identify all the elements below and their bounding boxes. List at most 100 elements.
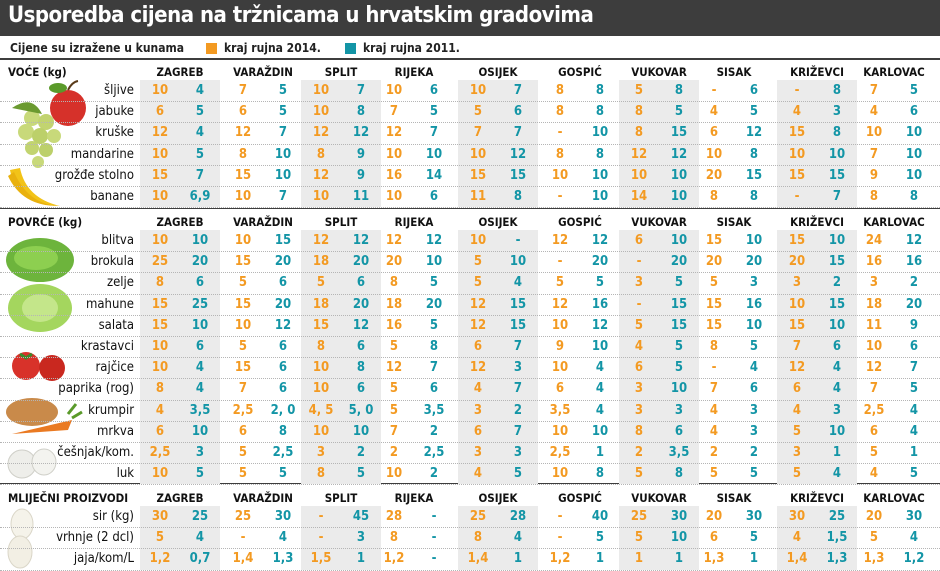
- value-2011: 8: [513, 189, 523, 204]
- city-header: OSIJEK: [478, 65, 518, 79]
- value-2011: 10: [670, 233, 688, 248]
- value-2014: 15: [151, 317, 169, 333]
- value-2014: 3: [634, 381, 644, 397]
- table-row: [0, 165, 940, 187]
- value-2011: 5: [278, 466, 288, 482]
- city-header: VARAŽDIN: [233, 215, 293, 229]
- value-2014: 20: [705, 509, 723, 524]
- value-2011: 6: [195, 339, 205, 354]
- value-2011: 10: [591, 125, 609, 141]
- value-2014: 5: [634, 83, 644, 98]
- value-2011: 3: [749, 423, 759, 439]
- value-2014: 3: [473, 402, 483, 418]
- value-2014: -: [318, 509, 324, 524]
- value-2014: 2,5: [149, 445, 171, 460]
- value-2014: 15: [151, 167, 169, 183]
- column-band: [140, 506, 220, 570]
- row-label: mrkva: [96, 423, 134, 439]
- value-2011: 5: [674, 104, 684, 120]
- value-2014: 7: [473, 125, 483, 141]
- value-2011: 10: [591, 423, 609, 439]
- value-2014: 4: [634, 339, 644, 354]
- value-2011: 7: [429, 125, 439, 141]
- value-2014: 3: [473, 445, 483, 460]
- value-2011: 9: [356, 167, 366, 183]
- value-2014: 12: [151, 125, 169, 141]
- value-2011: 8: [749, 146, 759, 162]
- value-2014: 10: [234, 189, 252, 204]
- value-2011: 5: [356, 466, 366, 482]
- value-2014: 4: [792, 530, 802, 546]
- value-2014: 8: [709, 189, 719, 204]
- value-2014: 20: [865, 509, 883, 524]
- value-2014: 5: [473, 104, 483, 120]
- value-2014: -: [318, 530, 324, 546]
- value-2014: 6: [709, 125, 719, 141]
- value-2014: 25: [630, 509, 648, 524]
- value-2011: 12: [352, 233, 370, 248]
- potato-icon: [6, 398, 58, 426]
- value-2014: 6: [473, 423, 483, 439]
- value-2011: 4: [832, 360, 842, 376]
- legend: Cijene su izražene u kunama kraj rujna 2…: [0, 38, 940, 58]
- table-row: [0, 101, 940, 124]
- value-2014: 8: [634, 423, 644, 439]
- value-2011: 30: [670, 509, 688, 524]
- value-2011: 25: [191, 509, 209, 524]
- value-2011: 3: [356, 530, 366, 546]
- value-2014: 12: [312, 233, 330, 248]
- value-2011: 15: [670, 296, 688, 312]
- value-2014: 6: [238, 423, 248, 439]
- value-2014: 10: [865, 339, 883, 354]
- value-2014: 7: [869, 83, 879, 98]
- value-2014: 10: [312, 381, 330, 397]
- value-2014: 5: [473, 254, 483, 270]
- value-2011: 10: [905, 167, 923, 183]
- value-2011: 4: [909, 402, 919, 418]
- table-row: [0, 230, 940, 253]
- row-label: krastavci: [80, 339, 134, 354]
- value-2011: 1,2: [903, 551, 925, 567]
- value-2011: 20: [352, 254, 370, 270]
- value-2011: 6: [429, 189, 439, 204]
- value-2014: 7: [869, 146, 879, 162]
- value-2011: 6: [278, 339, 288, 354]
- value-2011: 6: [749, 381, 759, 397]
- value-2014: 3: [634, 275, 644, 291]
- value-2011: 6,9: [189, 189, 211, 204]
- value-2014: 3: [869, 275, 879, 291]
- legend-swatch-2014: [206, 43, 217, 54]
- value-2014: 12: [385, 360, 403, 376]
- value-2011: 12: [425, 233, 443, 248]
- value-2011: 16: [745, 296, 763, 312]
- value-2014: 6: [869, 423, 879, 439]
- value-2014: 10: [312, 83, 330, 98]
- value-2014: 1,4: [232, 551, 254, 567]
- value-2011: 1: [749, 551, 759, 567]
- value-2011: 30: [274, 509, 292, 524]
- value-2014: 15: [234, 254, 252, 270]
- value-2014: 4: [869, 104, 879, 120]
- value-2011: 10: [425, 254, 443, 270]
- value-2011: 10: [591, 339, 609, 354]
- section-title: VOĆE (kg): [8, 65, 67, 79]
- city-header: SISAK: [716, 215, 752, 229]
- value-2011: 20: [352, 296, 370, 312]
- value-2011: 11: [352, 189, 370, 204]
- value-2014: 10: [551, 167, 569, 183]
- value-2014: 6: [555, 381, 565, 397]
- value-2011: 5: [195, 146, 205, 162]
- city-header: GOSPIĆ: [558, 65, 602, 79]
- value-2014: 15: [705, 296, 723, 312]
- table-row: [0, 378, 940, 401]
- value-2011: 5: [429, 275, 439, 291]
- city-header: KRIŽEVCI: [790, 491, 844, 505]
- value-2014: 8: [316, 339, 326, 354]
- value-2014: 20: [385, 254, 403, 270]
- value-2011: 6: [909, 104, 919, 120]
- value-2014: 1,3: [703, 551, 725, 567]
- value-2011: 10: [828, 233, 846, 248]
- value-2014: 8: [238, 146, 248, 162]
- value-2014: -: [240, 530, 246, 546]
- row-label: vrhnje (2 dcl): [56, 530, 134, 546]
